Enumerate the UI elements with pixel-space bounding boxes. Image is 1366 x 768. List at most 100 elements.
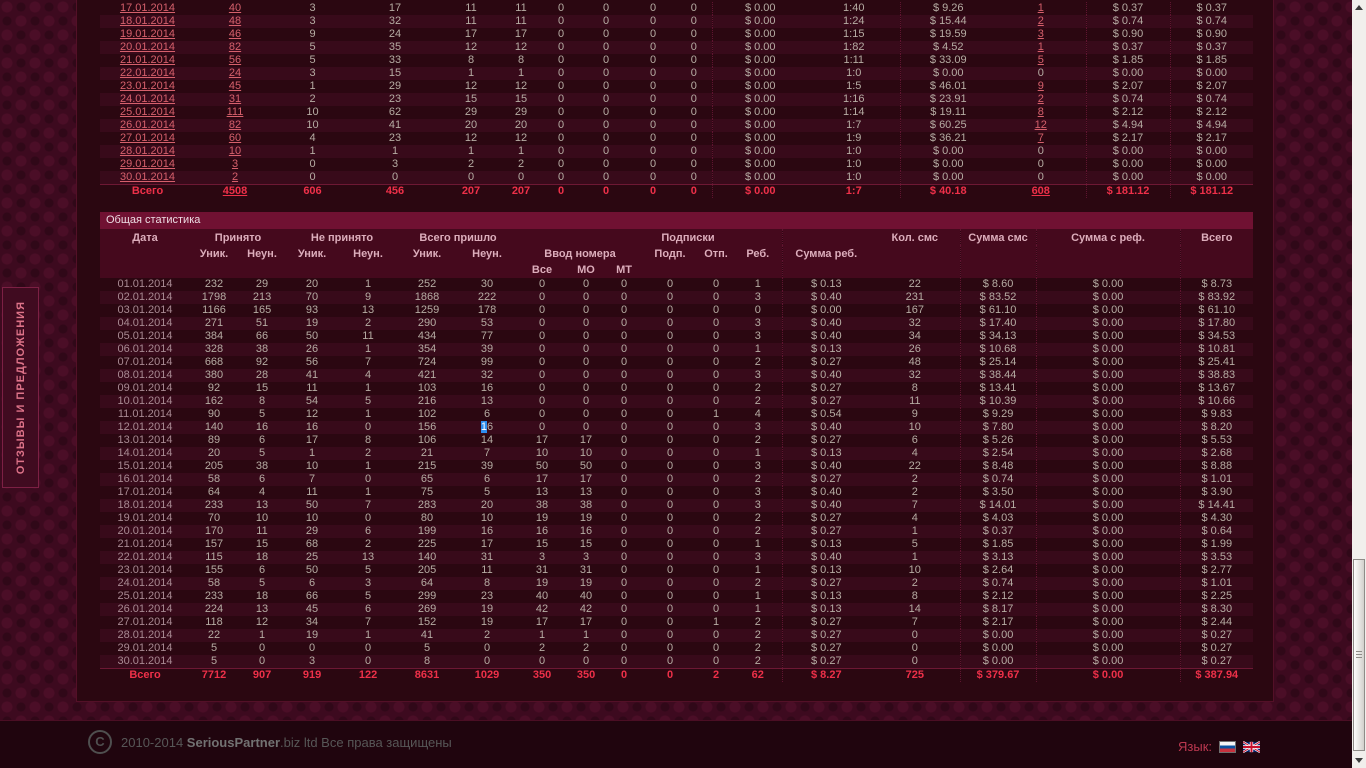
date-link[interactable]: 25.01.2014 (119, 106, 176, 118)
value-cell: $ 0.00 (1035, 525, 1181, 538)
value-cell: $ 0.00 (1035, 356, 1181, 369)
value-cell: 106 (417, 434, 437, 446)
value-cell[interactable]: 2 (231, 171, 239, 183)
scroll-down-arrow-icon[interactable] (1355, 758, 1363, 763)
date-link[interactable]: 27.01.2014 (119, 132, 176, 144)
value-cell: 99 (480, 356, 494, 368)
value-cell: 0 (690, 171, 697, 183)
value-cell: 0 (467, 171, 475, 183)
value-cell: 17 (535, 434, 549, 446)
value-cell: 17 (480, 538, 494, 550)
value-cell: 38 (535, 499, 549, 511)
value-cell: $ 0.00 (781, 304, 871, 317)
scrollbar-thumb[interactable] (1353, 559, 1365, 751)
value-cell: $ 8.60 (959, 278, 1037, 291)
value-cell: 0 (666, 434, 674, 446)
value-cell: $ 3.90 (1179, 486, 1254, 499)
feedback-tab[interactable]: ОТЗЫВЫ И ПРЕДЛОЖЕНИЯ (2, 287, 39, 488)
date-link[interactable]: 23.01.2014 (119, 80, 176, 92)
value-cell: 155 (204, 564, 224, 576)
value-cell: 6 (364, 525, 372, 537)
value-cell[interactable]: 56 (228, 54, 242, 66)
value-cell: 1 (309, 80, 316, 92)
date-link[interactable]: 21.01.2014 (119, 54, 176, 66)
value-cell[interactable]: 8 (1037, 106, 1044, 118)
date-link[interactable]: 22.01.2014 (119, 67, 176, 79)
value-cell[interactable]: 3 (231, 158, 239, 170)
value-cell: 17 (579, 434, 593, 446)
value-cell: 80 (420, 512, 434, 524)
value-cell: 0 (666, 564, 674, 576)
value-cell[interactable]: 2 (1037, 15, 1044, 27)
value-cell: $ 1.85 (1085, 54, 1170, 67)
value-cell: 41 (388, 119, 402, 131)
value-cell: 1 (467, 67, 475, 79)
value-cell: 1 (364, 408, 372, 420)
date-link[interactable]: 19.01.2014 (119, 28, 176, 40)
value-cell: 17 (305, 434, 319, 446)
value-cell[interactable]: 1 (1037, 2, 1044, 14)
value-cell[interactable]: 2 (1037, 93, 1044, 105)
value-cell: 11 (909, 395, 921, 407)
value-cell: 1:82 (843, 41, 865, 53)
date-link[interactable]: 17.01.2014 (119, 2, 176, 14)
table-row: 06.01.2014 328 38 26 1 354 39 0 0 0 0 0 1 $ 0.13 26 $ 1… (100, 343, 1254, 356)
value-cell[interactable]: 5 (1037, 54, 1044, 66)
value-cell: 0 (538, 278, 546, 290)
value-cell[interactable]: 31 (228, 93, 242, 105)
table-row: 17.01.2014 64 4 11 1 75 5 13 13 0 0 0 3 $ 0.40 2 $ 3.50… (100, 486, 1254, 499)
value-cell: 6 (258, 434, 266, 446)
value-cell: $ 0.00 (1035, 343, 1181, 356)
value-cell: 0 (602, 28, 610, 40)
value-cell[interactable]: 9 (1037, 80, 1044, 92)
value-cell[interactable]: 48 (228, 15, 242, 27)
value-cell[interactable]: 40 (228, 2, 242, 14)
value-cell[interactable]: 7 (1037, 132, 1044, 144)
value-cell: 0 (308, 642, 316, 654)
value-cell: 17 (514, 28, 528, 40)
date-link[interactable]: 26.01.2014 (119, 119, 176, 131)
value-cell[interactable]: 82 (228, 41, 242, 53)
value-cell[interactable]: 1 (1037, 41, 1044, 53)
value-cell: 32 (908, 317, 921, 329)
value-cell: 4 (911, 512, 918, 524)
russian-flag-icon[interactable] (1219, 740, 1236, 753)
value-cell: 199 (417, 525, 437, 537)
value-cell[interactable]: 10 (228, 145, 242, 157)
value-cell: $ 4.30 (1179, 512, 1254, 525)
value-cell[interactable]: 82 (228, 119, 242, 131)
total-cell: 350 (518, 668, 567, 682)
value-cell: 0 (602, 41, 610, 53)
date-link[interactable]: 18.01.2014 (119, 15, 176, 27)
value-cell: $ 0.13 (781, 603, 871, 616)
value-cell: 0 (712, 603, 720, 615)
date-cell: 05.01.2014 (117, 330, 173, 342)
value-cell[interactable]: 45 (228, 80, 242, 92)
value-cell[interactable]: 12 (1034, 119, 1047, 131)
value-cell[interactable]: 111 (226, 106, 244, 118)
value-cell: 0 (666, 343, 674, 355)
total-cell[interactable]: 4508 (195, 184, 275, 198)
date-link[interactable]: 24.01.2014 (119, 93, 176, 105)
date-link[interactable]: 29.01.2014 (119, 158, 176, 170)
value-cell[interactable]: 3 (1037, 28, 1044, 40)
value-cell: 0 (364, 421, 372, 433)
british-flag-icon[interactable] (1243, 740, 1260, 753)
value-cell[interactable]: 46 (228, 28, 242, 40)
scroll-up-arrow-icon[interactable] (1355, 5, 1363, 10)
date-link[interactable]: 28.01.2014 (119, 145, 176, 157)
value-cell[interactable]: 24 (228, 67, 242, 79)
value-cell: 1259 (414, 304, 440, 316)
value-cell: $ 33.09 (899, 54, 996, 67)
date-link[interactable]: 30.01.2014 (119, 171, 176, 183)
scrollbar[interactable] (1352, 0, 1366, 768)
value-cell: $ 0.00 (1035, 551, 1181, 564)
value-cell: 0 (538, 343, 546, 355)
date-link[interactable]: 20.01.2014 (119, 41, 176, 53)
value-cell: 0 (557, 28, 565, 40)
value-cell: $ 19.11 (899, 106, 996, 119)
value-cell[interactable]: 60 (228, 132, 242, 144)
value-cell: 75 (420, 486, 434, 498)
value-cell: $ 0.13 (781, 343, 871, 356)
total-cell[interactable]: 608 (996, 184, 1086, 198)
